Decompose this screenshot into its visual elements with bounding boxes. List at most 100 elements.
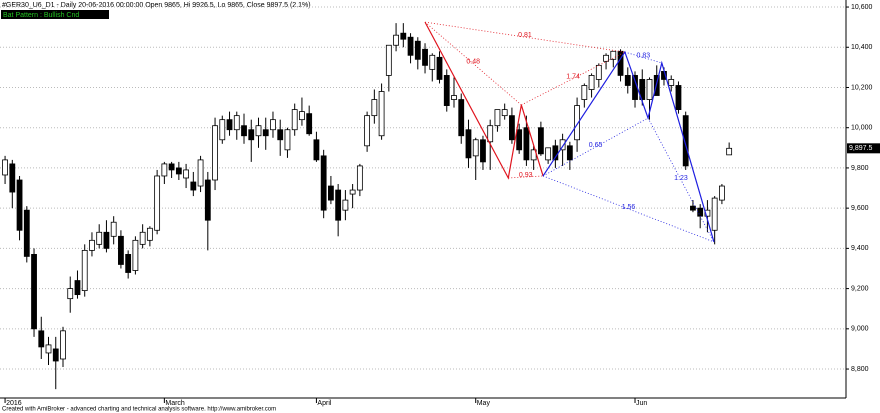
candle-body: [45, 344, 52, 354]
pattern-ratio-label: 1.74: [566, 73, 580, 80]
candle-body: [74, 280, 81, 296]
y-tick-label: 9,400: [851, 245, 869, 252]
candle-body: [31, 254, 37, 330]
candle-body: [154, 175, 161, 231]
candle-body: [451, 95, 457, 100]
candle-body: [378, 91, 385, 137]
candle-body: [306, 113, 313, 135]
candle-body: [523, 127, 530, 161]
y-tick-label: 10,600: [851, 4, 873, 11]
candle-body: [349, 189, 356, 195]
candle-body: [545, 147, 552, 161]
pattern-ratio-line: [624, 51, 662, 64]
x-tick-label: May: [477, 400, 491, 407]
candle-body: [161, 163, 168, 177]
candle-body: [595, 64, 602, 80]
last-price-box: [847, 143, 880, 154]
candle-body: [52, 348, 59, 362]
candle-body: [429, 54, 436, 70]
y-tick-label: 9,800: [851, 165, 869, 172]
candle-body: [204, 179, 211, 221]
candle-body: [610, 50, 617, 60]
candle-body: [262, 129, 269, 137]
candle-body: [371, 99, 378, 117]
candle-body: [393, 34, 399, 46]
y-tick-label: 10,400: [851, 44, 873, 51]
candle-body: [183, 169, 189, 179]
pattern-ratio-line: [542, 117, 649, 177]
pattern-legs: [424, 21, 544, 180]
candle-body: [509, 115, 515, 141]
pattern-ratio-label: 0.81: [518, 32, 532, 39]
candle-body: [566, 145, 573, 161]
candle-body: [9, 163, 16, 193]
candle-body: [407, 36, 414, 56]
candle-body: [212, 125, 218, 181]
pattern-ratio-line: [424, 21, 625, 53]
candle-body: [465, 129, 472, 159]
pattern-legs: [542, 50, 715, 243]
candle-body: [255, 125, 262, 137]
candle-body: [414, 40, 421, 60]
candle-body: [270, 119, 276, 131]
candle-body: [682, 115, 689, 167]
candle-body: [690, 205, 696, 211]
candle-body: [132, 239, 139, 271]
chart-title: #GER30_U6_D1 - Daily 20-06-2016 00:00:00…: [2, 2, 311, 9]
candle-body: [291, 109, 298, 131]
candle-body: [320, 155, 327, 211]
y-tick-label: 9,200: [851, 285, 869, 292]
candle-body: [675, 85, 682, 111]
candle-body: [364, 115, 371, 147]
candle-body: [494, 109, 501, 127]
candle-body: [168, 163, 175, 171]
candle-body: [241, 125, 247, 137]
pattern-ratio-line: [521, 51, 626, 106]
candle-body: [646, 79, 653, 100]
y-tick-label: 8,800: [851, 366, 869, 373]
candle-body: [219, 119, 226, 141]
candle-body: [588, 75, 595, 90]
candle-body: [501, 109, 508, 117]
candle-body: [581, 85, 588, 100]
candle-body: [175, 167, 182, 175]
pattern-ratio-line: [424, 21, 522, 106]
candle-body: [726, 147, 733, 156]
candle-body: [458, 99, 465, 137]
candle-body: [81, 249, 88, 292]
pattern-tag: Bat Pattern : Bullish Cnd: [3, 12, 79, 19]
candle-body: [226, 119, 233, 131]
candle-body: [559, 139, 566, 151]
pattern-ratio-label: 0.65: [589, 142, 603, 149]
pattern-ratio-label: 1.56: [622, 204, 636, 211]
x-tick-label: April: [317, 400, 331, 407]
candle-body: [139, 231, 146, 245]
candle-body: [67, 288, 74, 300]
candle-body: [110, 221, 117, 237]
candle-body: [197, 159, 204, 187]
candle-body: [277, 129, 284, 141]
candle-body: [313, 139, 320, 161]
candle-body: [624, 75, 631, 86]
candle-body: [190, 181, 197, 191]
candle-body: [23, 209, 30, 257]
candle-body: [284, 129, 291, 151]
candle-body: [146, 227, 153, 241]
pattern-ratio-line: [542, 175, 715, 243]
candle-body: [38, 330, 45, 348]
candle-body: [103, 231, 110, 249]
x-tick-label: 2016: [6, 400, 22, 407]
candle-body: [342, 199, 349, 211]
candle-body: [537, 127, 544, 155]
candle-body: [356, 165, 363, 191]
candle-body: [574, 105, 580, 141]
candle-body: [704, 209, 711, 217]
candle-body: [472, 139, 479, 157]
candle-body: [60, 330, 66, 360]
candle-body: [299, 111, 305, 121]
pattern-ratio-label: 0.83: [637, 52, 651, 59]
candle-body: [668, 79, 675, 86]
last-price-label: 9,897.5: [849, 145, 872, 152]
candle-body: [443, 75, 450, 106]
